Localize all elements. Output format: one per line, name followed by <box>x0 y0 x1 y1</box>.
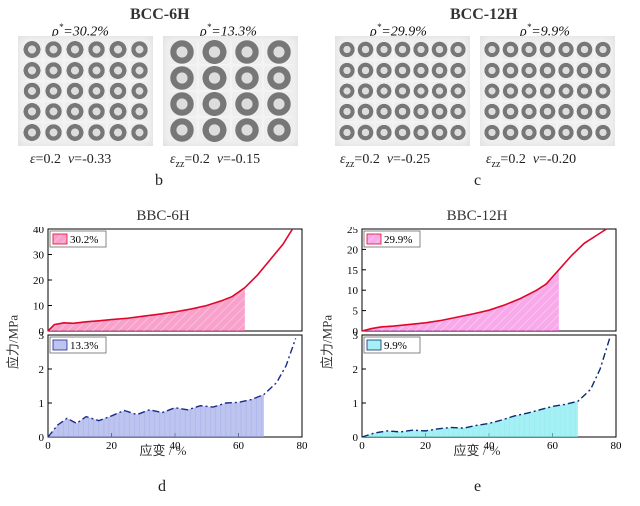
svg-text:5: 5 <box>353 306 359 318</box>
svg-text:20: 20 <box>347 244 359 256</box>
panel-b-title: BCC-6H <box>130 6 190 24</box>
svg-text:3: 3 <box>39 330 45 342</box>
svg-text:10: 10 <box>33 301 45 313</box>
svg-text:1: 1 <box>39 398 45 410</box>
svg-text:25: 25 <box>347 227 359 236</box>
svg-text:13.3%: 13.3% <box>70 340 98 352</box>
svg-text:29.9%: 29.9% <box>384 234 412 246</box>
chart-d: 01020304030.2%012302040608013.3% <box>18 227 308 457</box>
svg-text:30.2%: 30.2% <box>70 234 98 246</box>
chart-e-title: BBC-12H <box>332 208 622 225</box>
svg-text:0: 0 <box>353 432 359 444</box>
caption-b1: ε=0.2 ν=-0.33 <box>30 152 111 168</box>
panel-label-d: d <box>158 478 166 496</box>
svg-text:40: 40 <box>33 227 45 236</box>
chart-e-xlabel: 应变 / % <box>454 440 501 459</box>
panel-c-title: BCC-12H <box>450 6 518 24</box>
caption-c2: εzz=0.2 ν=-0.20 <box>486 152 576 170</box>
lattice-image-c1 <box>335 36 470 146</box>
svg-text:10: 10 <box>347 285 359 297</box>
chart-e-ylabel: 应力/MPa <box>317 315 336 369</box>
svg-text:60: 60 <box>547 440 559 452</box>
lattice-image-b2 <box>163 36 298 146</box>
caption-b2: εzz=0.2 ν=-0.15 <box>170 152 260 170</box>
panel-label-b: b <box>155 172 163 190</box>
panel-label-e: e <box>474 478 481 496</box>
svg-text:15: 15 <box>347 265 359 277</box>
chart-d-block: BBC-6H 应力/MPa 01020304030.2%012302040608… <box>18 208 308 457</box>
svg-text:2: 2 <box>353 364 359 376</box>
svg-text:2: 2 <box>39 364 45 376</box>
caption-c1: εzz=0.2 ν=-0.25 <box>340 152 430 170</box>
svg-text:0: 0 <box>39 432 45 444</box>
chart-d-xlabel: 应变 / % <box>140 440 187 459</box>
svg-text:20: 20 <box>106 440 118 452</box>
panel-label-c: c <box>474 172 481 190</box>
svg-text:80: 80 <box>297 440 309 452</box>
lattice-image-c2 <box>480 36 615 146</box>
svg-text:3: 3 <box>353 330 359 342</box>
svg-text:80: 80 <box>611 440 623 452</box>
svg-text:9.9%: 9.9% <box>384 340 407 352</box>
svg-text:20: 20 <box>420 440 432 452</box>
svg-text:60: 60 <box>233 440 245 452</box>
svg-text:0: 0 <box>359 440 365 452</box>
chart-d-ylabel: 应力/MPa <box>3 315 22 369</box>
svg-text:1: 1 <box>353 398 359 410</box>
chart-e-block: BBC-12H 应力/MPa 051015202529.9%0123020406… <box>332 208 622 457</box>
lattice-image-b1 <box>18 36 153 146</box>
svg-text:30: 30 <box>33 250 45 262</box>
chart-e: 051015202529.9%01230204060809.9% <box>332 227 622 457</box>
figure-root: BCC-6H BCC-12H ρ*=30.2% ε=0.2 ν=-0.33 ρ*… <box>0 0 640 506</box>
svg-text:20: 20 <box>33 275 45 287</box>
chart-d-title: BBC-6H <box>18 208 308 225</box>
svg-text:0: 0 <box>45 440 51 452</box>
